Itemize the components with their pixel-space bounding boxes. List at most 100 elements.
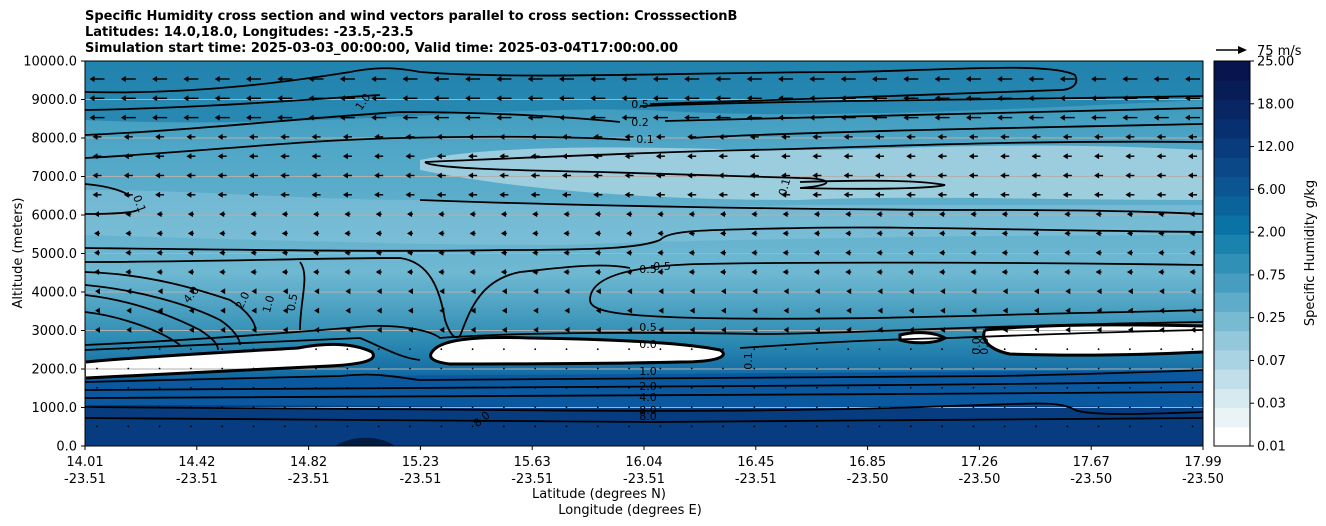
wind-arrowhead (214, 95, 220, 102)
wind-arrowhead (1001, 269, 1007, 275)
wind-arrow (377, 386, 380, 389)
wind-arrowhead (845, 249, 851, 256)
wind-arrowhead (751, 249, 757, 256)
wind-arrow (565, 348, 568, 351)
wind-arrow (1066, 406, 1069, 408)
wind-arrowhead (1096, 307, 1102, 314)
wind-arrowhead (246, 76, 251, 82)
wind-arrowhead (1059, 114, 1065, 121)
colorbar-tick-label: 0.07 (1257, 354, 1286, 369)
x-tick-label-lon: -23.50 (1182, 472, 1224, 487)
wind-arrow (878, 406, 881, 408)
wind-arrow (816, 406, 818, 408)
wind-arrowhead (997, 114, 1003, 121)
wind-arrowhead (715, 95, 721, 102)
wind-arrowhead (688, 230, 694, 237)
wind-arrow (440, 425, 443, 428)
wind-arrowhead (907, 211, 913, 218)
contour-label: 0.2 (631, 116, 649, 129)
wind-arrow (628, 425, 630, 428)
wind-arrowhead (250, 269, 256, 275)
wind-arrowhead (1064, 249, 1070, 256)
wind-arrow (816, 348, 818, 351)
wind-arrow (1066, 425, 1069, 428)
wind-arrowhead (533, 307, 539, 314)
x-tick-label-lon: -23.51 (64, 472, 106, 487)
wind-arrowhead (907, 269, 913, 275)
wind-arrowhead (968, 133, 974, 140)
wind-arrowhead (1122, 114, 1128, 121)
wind-arrowhead (92, 191, 98, 198)
wind-arrowhead (968, 191, 974, 198)
wind-arrowhead (280, 133, 286, 140)
wind-arrowhead (1127, 288, 1133, 295)
wind-arrow (190, 348, 192, 351)
wind-arrow (753, 367, 756, 370)
wind-arrowhead (809, 114, 815, 121)
wind-arrowhead (282, 326, 288, 333)
wind-arrowhead (214, 76, 220, 82)
wind-arrowhead (562, 133, 567, 140)
wind-arrowhead (1059, 76, 1065, 82)
wind-arrowhead (1095, 269, 1101, 275)
colorbar-band (1214, 388, 1250, 409)
wind-arrowhead (968, 172, 974, 179)
wind-arrowhead (277, 76, 283, 82)
wind-arrowhead (496, 114, 502, 121)
wind-arrowhead (1125, 191, 1131, 198)
wind-arrowhead (89, 76, 95, 82)
wind-arrow (190, 386, 192, 389)
contour-line (85, 257, 631, 339)
wind-arrowhead (1156, 172, 1162, 179)
contour-line (424, 140, 1203, 163)
wind-arrowhead (1156, 191, 1162, 198)
wind-arrow (659, 386, 662, 389)
wind-arrowhead (749, 191, 755, 198)
wind-arrow (190, 406, 192, 408)
wind-arrow (283, 367, 286, 370)
wind-arrowhead (1185, 114, 1190, 121)
wind-arrowhead (407, 211, 412, 218)
wind-arrow (565, 425, 568, 428)
wind-arrow (96, 386, 98, 389)
contour-line (85, 391, 1203, 399)
wind-arrowhead (1033, 269, 1038, 275)
wind-arrow (878, 386, 881, 389)
wind-arrowhead (500, 249, 506, 256)
contour-label: 0.0 (970, 337, 983, 355)
wind-arrow (409, 406, 411, 408)
wind-arrowhead (1095, 249, 1101, 256)
wind-arrowhead (749, 153, 755, 160)
wind-arrowhead (219, 249, 225, 256)
wind-arrowhead (500, 211, 506, 218)
contour-label: 1.0 (260, 294, 277, 314)
wind-arrowhead (937, 133, 943, 140)
wind-arrowhead (220, 326, 226, 333)
wind-arrowhead (721, 288, 726, 295)
colorbar-band (1214, 80, 1250, 101)
wind-arrow (690, 386, 693, 389)
wind-arrowhead (187, 211, 193, 218)
wind-arrowhead (157, 307, 163, 314)
wind-arrowhead (563, 269, 569, 275)
wind-arrowhead (1122, 76, 1128, 82)
wind-arrowhead (812, 133, 818, 140)
wind-arrowhead (751, 230, 757, 237)
wind-arrowhead (970, 249, 976, 256)
wind-arrowhead (1096, 288, 1102, 295)
wind-arrowhead (875, 133, 880, 140)
wind-arrowhead (563, 230, 569, 237)
wind-arrowhead (778, 76, 784, 82)
wind-arrowhead (906, 172, 912, 179)
wind-arrow (722, 406, 724, 408)
wind-arrow (972, 425, 975, 428)
wind-arrowhead (251, 288, 257, 295)
x-tick-label-lon: -23.51 (511, 472, 553, 487)
wind-arrow (440, 348, 443, 351)
wind-arrowhead (281, 230, 287, 237)
wind-arrow (1129, 386, 1131, 389)
wind-arrowhead (1125, 153, 1131, 160)
wind-arrow (377, 425, 380, 428)
contour-line-thick (85, 343, 375, 380)
